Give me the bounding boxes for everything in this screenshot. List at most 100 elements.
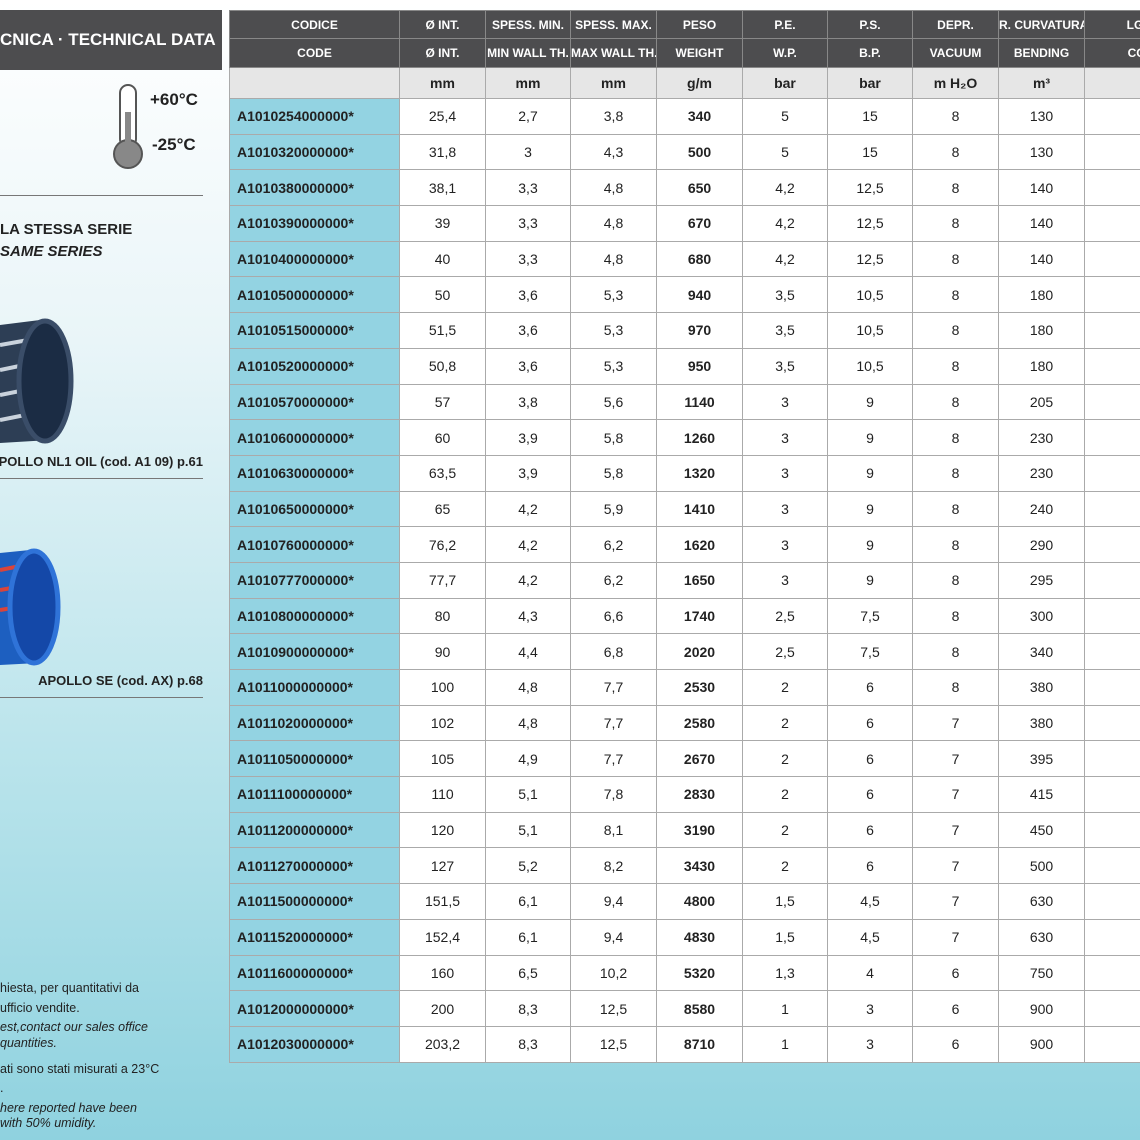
code-cell: A1010900000000* — [229, 633, 400, 670]
table-cell: 50 — [1084, 454, 1140, 492]
table-cell: 205 — [998, 383, 1085, 421]
table-cell: 1320 — [656, 454, 743, 492]
table-cell: 2 — [742, 740, 828, 778]
table-cell: 950 — [656, 347, 743, 385]
table-row: A1010777000000*77,74,26,2165039829550 — [229, 561, 1140, 599]
table-cell: 750 — [998, 954, 1085, 992]
table-cell: 4,2 — [485, 526, 571, 563]
code-cell: A1011270000000* — [229, 847, 400, 885]
table-cell: 6 — [827, 776, 913, 813]
section-title: CNICA · TECHNICAL DATA — [0, 10, 222, 70]
table-cell: 10,5 — [827, 347, 913, 385]
table-cell: 7 — [912, 811, 999, 849]
table-cell: 450 — [998, 811, 1085, 849]
table-cell: 8 — [912, 490, 999, 528]
table-cell: 50 — [1084, 276, 1140, 314]
table-cell: 20 — [1084, 954, 1140, 992]
table-cell: 6,2 — [570, 561, 657, 599]
note-text: est,contact our sales office — [0, 1020, 148, 1034]
table-cell: 50 — [1084, 383, 1140, 421]
table-cell: 670 — [656, 205, 743, 242]
units-cell: mm — [570, 67, 657, 99]
table-cell: 76,2 — [399, 526, 486, 563]
table-row: A1010570000000*573,85,6114039820550 — [229, 383, 1140, 421]
header-cell: BENDING — [998, 38, 1085, 68]
table-cell: 8 — [912, 454, 999, 492]
table-cell: 4,3 — [570, 133, 657, 171]
table-cell: 6,5 — [485, 954, 571, 992]
table-cell: 8 — [912, 276, 999, 314]
table-cell: 4800 — [656, 883, 743, 920]
table-cell: 630 — [998, 883, 1085, 920]
header-cell: P.E. — [742, 10, 828, 39]
table-cell: 30 — [1084, 633, 1140, 670]
table-cell: 4,2 — [742, 205, 828, 242]
units-cell: bar — [827, 67, 913, 99]
code-cell: A1012000000000* — [229, 990, 400, 1027]
table-cell: 7 — [912, 776, 999, 813]
table-cell: 3 — [742, 419, 828, 456]
header-cell: PESO — [656, 10, 743, 39]
header-cell: SPESS. MIN. — [485, 10, 571, 39]
note-text: ufficio vendite. — [0, 1001, 80, 1015]
code-cell: A1010600000000* — [229, 419, 400, 456]
table-cell: 30 — [1084, 669, 1140, 706]
code-cell: A1010515000000* — [229, 312, 400, 349]
code-cell: A1012030000000* — [229, 1025, 400, 1063]
table-cell: 2 — [742, 847, 828, 885]
table-cell: 8 — [912, 133, 999, 171]
table-cell: 1140 — [656, 383, 743, 421]
table-cell: 31,8 — [399, 133, 486, 171]
table-cell: 6 — [827, 847, 913, 885]
table-cell: 30 — [1084, 847, 1140, 885]
table-cell: 160 — [399, 954, 486, 992]
table-cell: 9 — [827, 383, 913, 421]
table-cell: 8 — [912, 633, 999, 670]
table-cell: 4,4 — [485, 633, 571, 670]
table-cell: 8710 — [656, 1025, 743, 1063]
header-cell: COIL LGT — [1084, 38, 1140, 68]
table-cell: 6 — [912, 990, 999, 1027]
table-row: A1010600000000*603,95,8126039823050 — [229, 419, 1140, 456]
table-cell: 3,6 — [485, 312, 571, 349]
code-cell: A1011200000000* — [229, 811, 400, 849]
table-cell: 3 — [742, 561, 828, 599]
table-cell: 8,2 — [570, 847, 657, 885]
table-cell: 7,7 — [570, 704, 657, 742]
table-cell: 30 — [1084, 811, 1140, 849]
header-cell: CODICE — [229, 10, 400, 39]
table-cell: 127 — [399, 847, 486, 885]
table-cell: 20 — [1084, 883, 1140, 920]
table-cell: 3,9 — [485, 454, 571, 492]
units-cell: m³ — [998, 67, 1085, 99]
table-row: A1011100000000*1105,17,8283026741530 — [229, 776, 1140, 813]
table-cell: 4830 — [656, 918, 743, 956]
table-cell: 2580 — [656, 704, 743, 742]
code-cell: A1011000000000* — [229, 669, 400, 706]
table-cell: 200 — [399, 990, 486, 1027]
code-cell: A1010400000000* — [229, 240, 400, 278]
table-cell: 6 — [827, 811, 913, 849]
table-cell: 1260 — [656, 419, 743, 456]
table-cell: 9,4 — [570, 918, 657, 956]
table-cell: 295 — [998, 561, 1085, 599]
product-caption: POLLO NL1 OIL (cod. A1 09) p.61 — [0, 454, 203, 469]
table-cell: 50 — [1084, 490, 1140, 528]
table-cell: 8 — [912, 419, 999, 456]
product-caption: APOLLO SE (cod. AX) p.68 — [38, 673, 203, 688]
table-cell: 4,2 — [742, 240, 828, 278]
table-cell: 50 — [1084, 169, 1140, 207]
table-cell: 6 — [912, 1025, 999, 1063]
table-cell: 3,8 — [570, 98, 657, 135]
table-cell: 7 — [912, 704, 999, 742]
table-cell: 1,5 — [742, 883, 828, 920]
code-cell: A1011100000000* — [229, 776, 400, 813]
table-cell: 5,2 — [485, 847, 571, 885]
table-cell: 5,8 — [570, 454, 657, 492]
table-cell: 395 — [998, 740, 1085, 778]
table-row: A1010520000000*50,83,65,39503,510,581805… — [229, 347, 1140, 385]
table-cell: 3,5 — [742, 312, 828, 349]
table-row: A1010515000000*51,53,65,39703,510,581805… — [229, 312, 1140, 349]
